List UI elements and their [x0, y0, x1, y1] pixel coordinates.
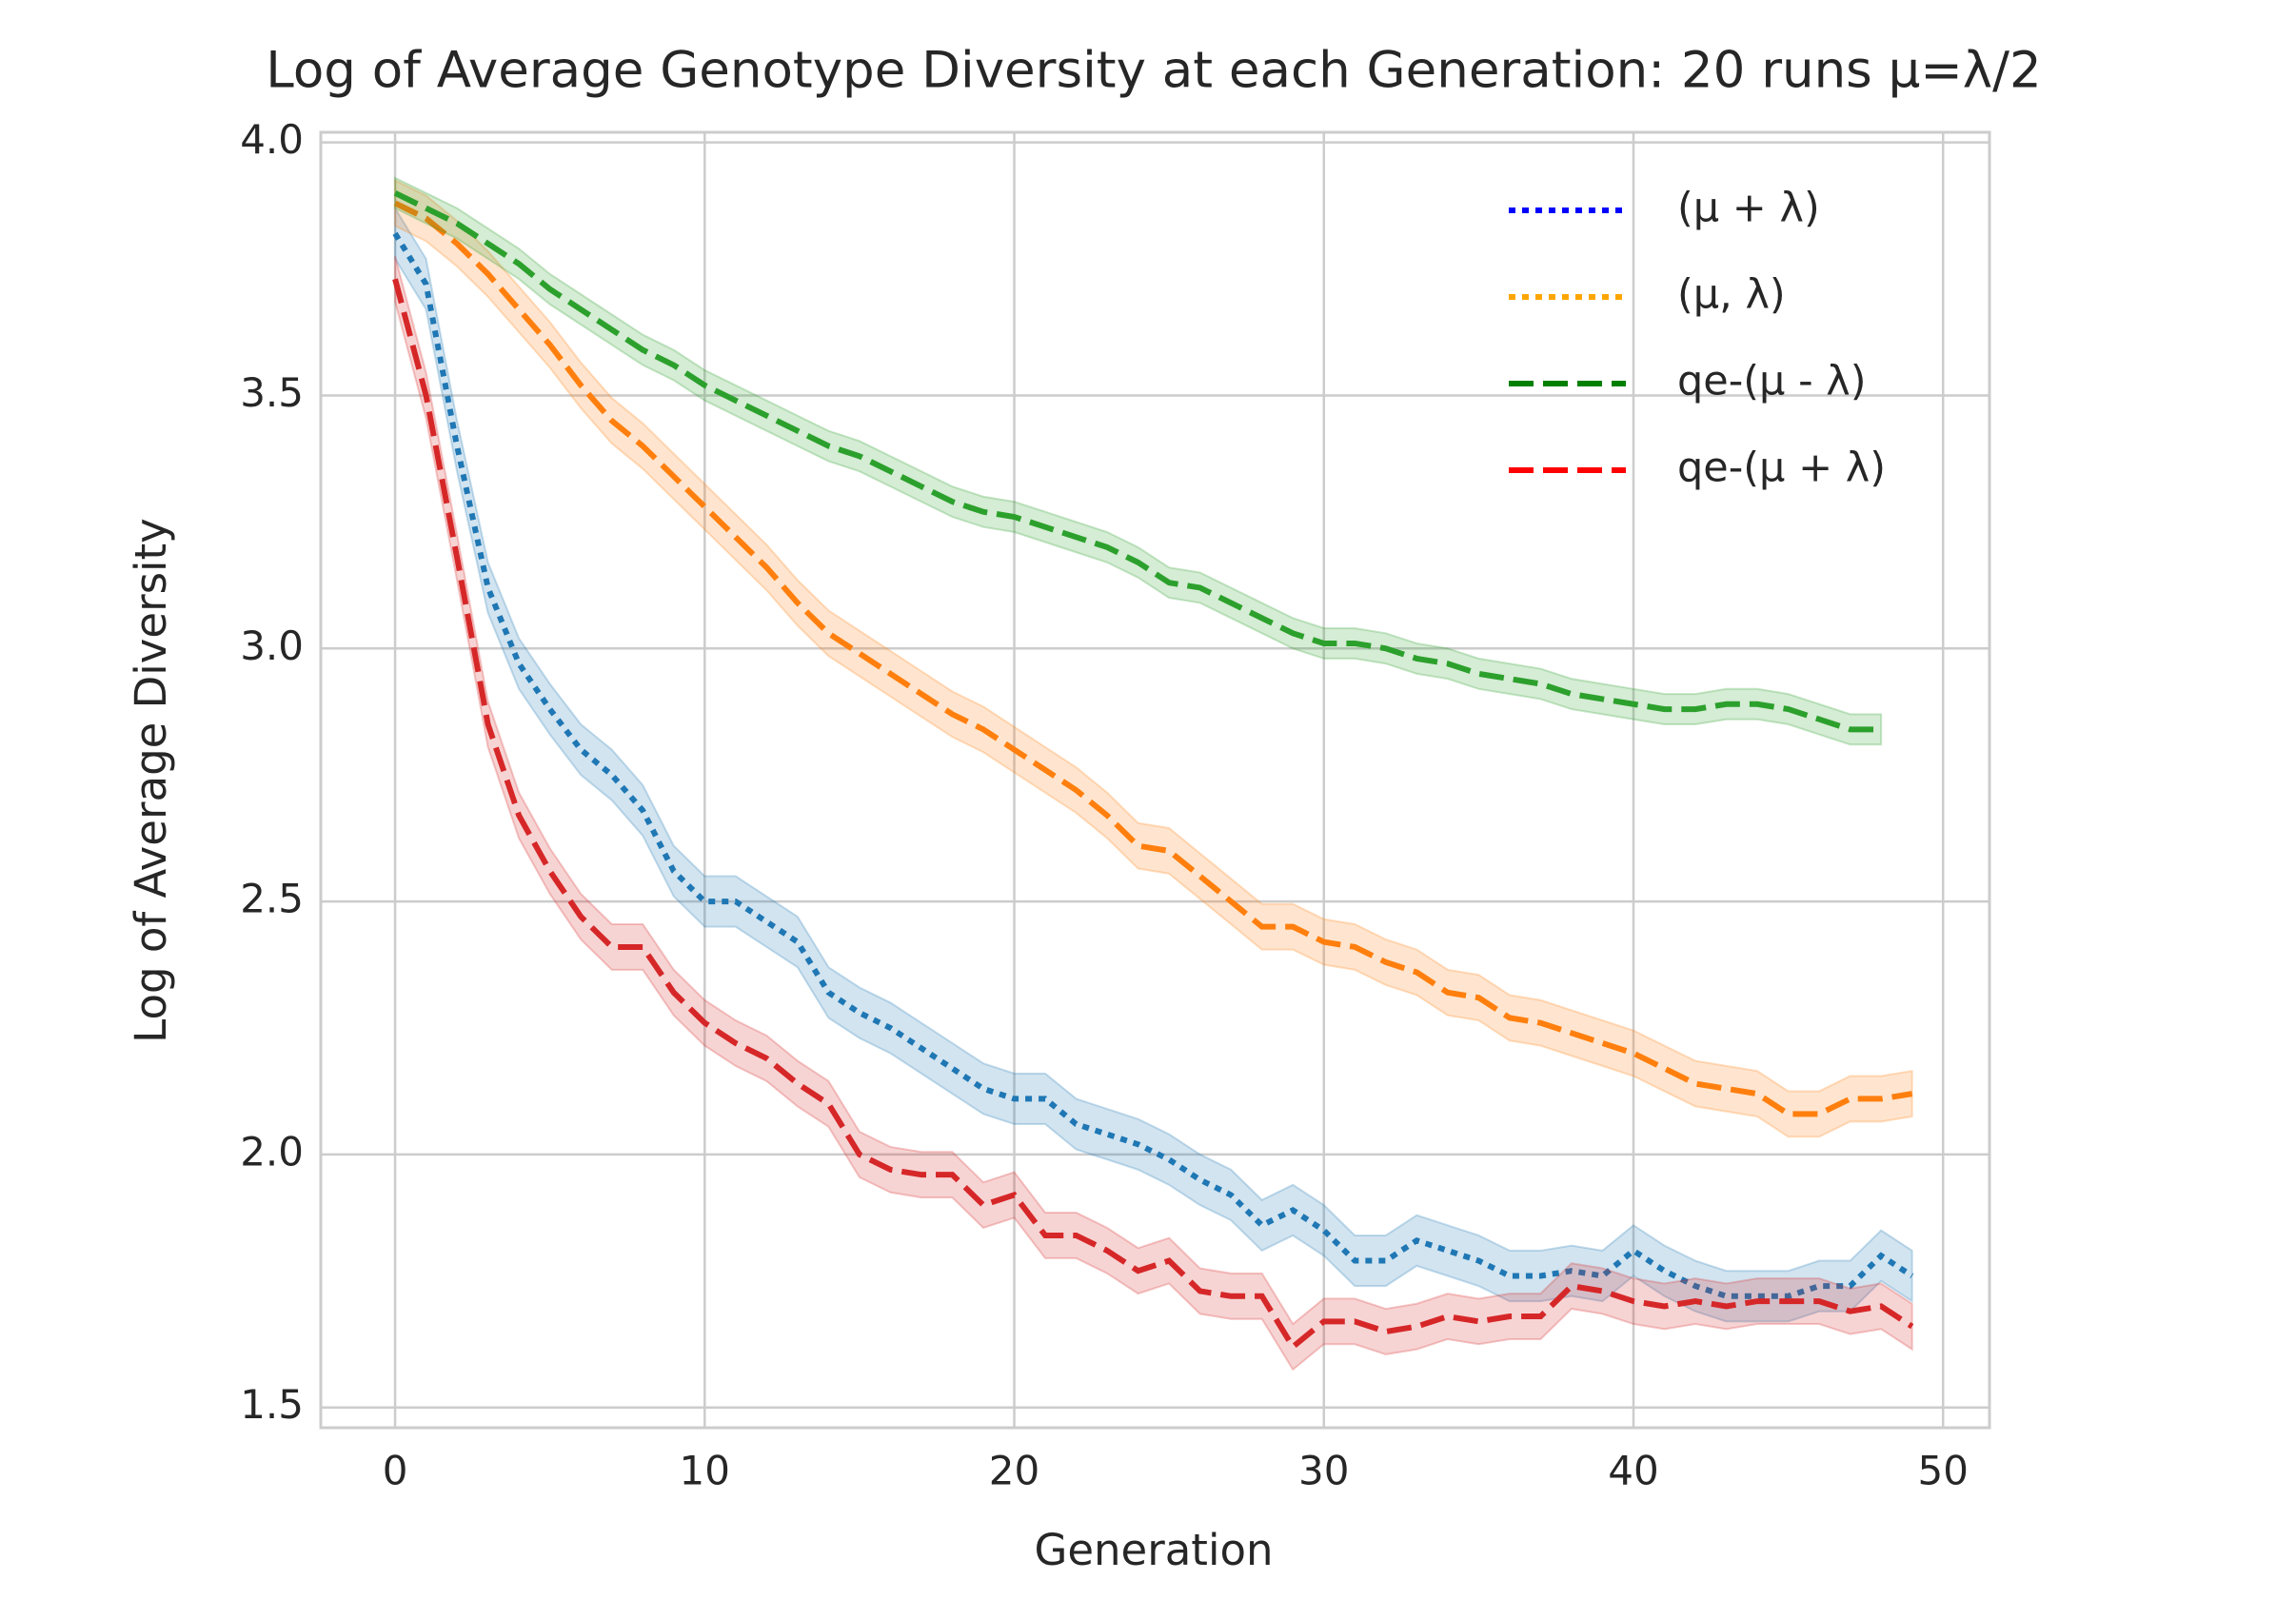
y-tick-label: 2.0 [240, 1128, 304, 1175]
x-tick-label: 20 [989, 1448, 1039, 1494]
x-tick-label: 30 [1298, 1448, 1349, 1494]
confidence-band [394, 176, 1883, 746]
x-axis-label: Generation [1034, 1525, 1273, 1575]
series-line [392, 278, 1914, 1352]
legend-label: qe-(μ - λ) [1677, 358, 1866, 405]
y-tick-label: 4.0 [240, 116, 304, 163]
y-tick-label: 3.5 [240, 369, 304, 416]
series-line [392, 231, 1914, 1299]
y-axis-label: Log of Average Diversity [126, 518, 176, 1043]
series-line [393, 200, 1913, 1117]
series-line [393, 190, 1882, 733]
confidence-band [394, 178, 1913, 1138]
y-tick-label: 2.5 [240, 876, 304, 922]
x-tick-label: 50 [1917, 1448, 1968, 1494]
plot-frame [319, 130, 1991, 1430]
x-tick-label: 10 [680, 1448, 730, 1494]
chart-title: Log of Average Genotype Diversity at eac… [266, 42, 2041, 100]
y-tick-label: 3.0 [240, 622, 304, 669]
legend-label: (μ + λ) [1677, 185, 1820, 232]
confidence-band [394, 205, 1913, 1323]
legend-label: (μ, λ) [1677, 271, 1786, 319]
x-tick-label: 40 [1608, 1448, 1658, 1494]
y-tick-label: 1.5 [240, 1381, 304, 1428]
legend-label: qe-(μ + λ) [1677, 445, 1886, 492]
x-tick-label: 0 [383, 1448, 408, 1494]
confidence-band [394, 255, 1913, 1372]
